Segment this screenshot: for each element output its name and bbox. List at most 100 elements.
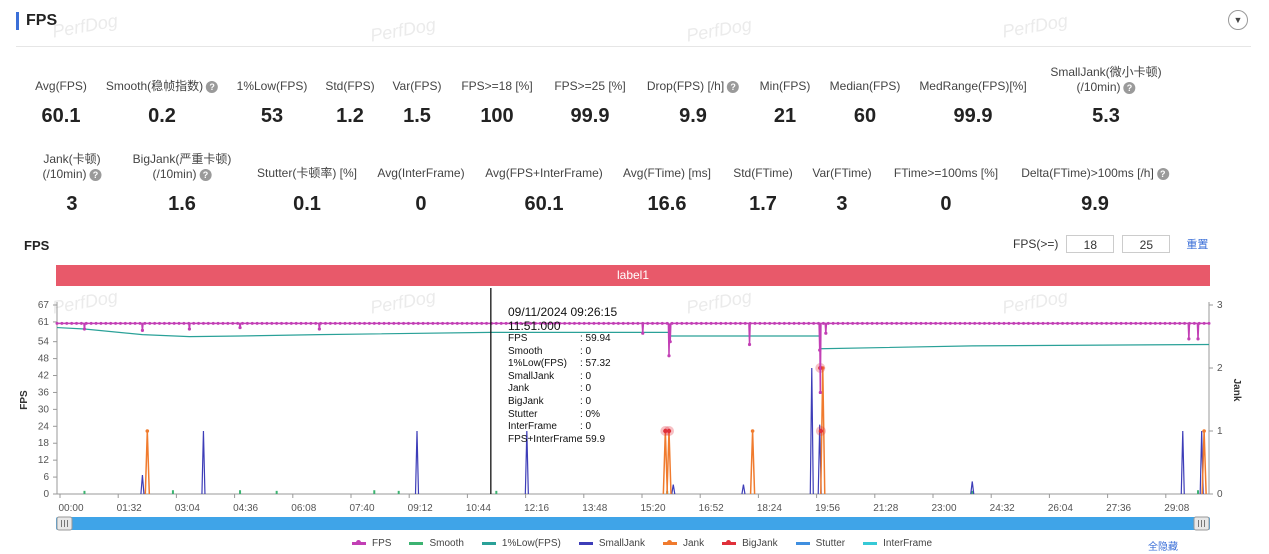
metric: Jank(卡顿) (/10min)? 3: [42, 152, 102, 215]
tooltip-value: : 0: [580, 421, 592, 433]
y-tick-label: 54: [38, 337, 50, 348]
fps-point: [758, 321, 762, 325]
fps-point: [367, 321, 371, 325]
fps-dip-point: [668, 340, 672, 344]
metric-label-unit: (/10min)?: [1050, 80, 1161, 95]
help-icon[interactable]: ?: [1156, 167, 1169, 180]
x-tick-label: 06:08: [291, 503, 316, 514]
help-icon[interactable]: ?: [727, 80, 740, 93]
bigjank-point: [818, 428, 824, 434]
legend-item[interactable]: FPS: [352, 538, 391, 549]
legend-item[interactable]: Stutter: [795, 538, 845, 549]
tooltip-row: Stutter: 0%: [508, 409, 617, 422]
fps-point: [192, 321, 196, 325]
fps-point: [548, 321, 552, 325]
legend-item[interactable]: Jank: [662, 538, 704, 549]
reset-link[interactable]: 重置: [1186, 239, 1209, 251]
legend-dot: [356, 540, 361, 545]
help-icon[interactable]: ?: [199, 168, 212, 181]
metric-label-text: Min(FPS): [759, 79, 811, 93]
fps-point: [860, 321, 864, 325]
legend-marker: [578, 542, 593, 545]
metric-label-text: Avg(FTime) [ms]: [622, 166, 712, 180]
legend-item[interactable]: Smooth: [409, 538, 464, 549]
fps-point: [328, 321, 332, 325]
y-tick-label: 67: [38, 300, 50, 311]
label-bar[interactable]: label1: [56, 265, 1210, 286]
x-tick-label: 21:28: [873, 503, 898, 514]
jank-spike: [1201, 430, 1207, 495]
fps-point: [1124, 321, 1128, 325]
fps-point: [250, 321, 254, 325]
metric-label-text: Avg(FPS+InterFrame): [485, 166, 603, 180]
fps-point: [763, 321, 767, 325]
fps-point: [1192, 321, 1196, 325]
legend-item[interactable]: BigJank: [722, 538, 778, 549]
fps-point: [172, 321, 176, 325]
fps-point: [1100, 321, 1104, 325]
fps-point: [675, 321, 679, 325]
metric-value: 9.9: [1081, 193, 1109, 215]
metric: Std(FPS) 1.2: [325, 79, 374, 127]
fps-point: [563, 321, 567, 325]
fps-point: [79, 321, 83, 325]
chevron-down-icon[interactable]: ▼: [1228, 10, 1248, 30]
fps-dip-point: [187, 327, 192, 331]
fps-point: [485, 321, 489, 325]
tooltip-value: : 0: [580, 395, 592, 407]
help-icon[interactable]: ?: [89, 168, 102, 181]
metric-label-text: Drop(FPS) [/h]: [646, 79, 725, 93]
help-icon[interactable]: ?: [206, 80, 219, 93]
metric-value: 60.1: [41, 105, 81, 127]
fps-point: [187, 321, 191, 325]
fps-point: [450, 321, 454, 325]
fps-point: [1036, 321, 1040, 325]
tooltip-key: BigJank: [508, 395, 544, 407]
fps-point: [558, 321, 562, 325]
tooltip-value: : 59.94: [580, 333, 611, 344]
metric-label-text: Std(FPS): [325, 79, 375, 93]
fps-point: [714, 321, 718, 325]
legend-item[interactable]: 1%Low(FPS): [481, 538, 561, 549]
fps-point: [704, 321, 708, 325]
metric-value: 1.6: [168, 193, 196, 215]
fps-point: [392, 321, 396, 325]
fps-point: [904, 321, 908, 325]
metric-label-text: Var(FPS): [392, 79, 442, 93]
fps-point: [1163, 321, 1167, 325]
legend-item[interactable]: SmallJank: [578, 538, 645, 549]
metric-label: FPS>=25 [%]: [554, 79, 625, 94]
fps-point: [372, 321, 376, 325]
metric: Avg(FPS+InterFrame) 60.1: [485, 166, 603, 215]
threshold-input-1[interactable]: 18: [1066, 235, 1115, 253]
panel-title: FPS: [26, 12, 58, 29]
fps-point: [1022, 321, 1026, 325]
metric-value: 0.2: [148, 105, 176, 127]
fps-point: [1026, 321, 1030, 325]
tooltip-key: Jank: [508, 383, 530, 395]
legend-marker: [662, 540, 677, 545]
fps-point: [1119, 321, 1123, 325]
legend-item[interactable]: InterFrame: [863, 538, 932, 549]
metric-unit-text: (/10min): [1076, 80, 1121, 94]
threshold-input-2[interactable]: 25: [1122, 235, 1171, 253]
x-tick-label: 07:40: [349, 503, 374, 514]
chart-tooltip: 09/11/2024 09:26:15 11:51.000 FPS: 59.94…: [508, 305, 617, 446]
fps-point: [1085, 321, 1089, 325]
metric: Std(FTime) 1.7: [733, 166, 793, 215]
fps-point: [240, 321, 244, 325]
fps-point: [265, 321, 269, 325]
hide-all-link[interactable]: 全隐藏: [1148, 542, 1178, 553]
smalljank-spike: [414, 430, 420, 495]
legend-marker: [352, 540, 366, 545]
fps-point: [1012, 321, 1016, 325]
fps-point: [514, 321, 518, 325]
metric-label: Std(FPS): [325, 79, 374, 94]
fps-point: [60, 321, 64, 325]
fps-point: [118, 321, 122, 325]
help-icon[interactable]: ?: [1123, 81, 1136, 94]
metric-label: Jank(卡顿): [42, 152, 101, 167]
x-tick-label: 15:20: [640, 503, 665, 514]
jank-spike: [749, 430, 756, 495]
